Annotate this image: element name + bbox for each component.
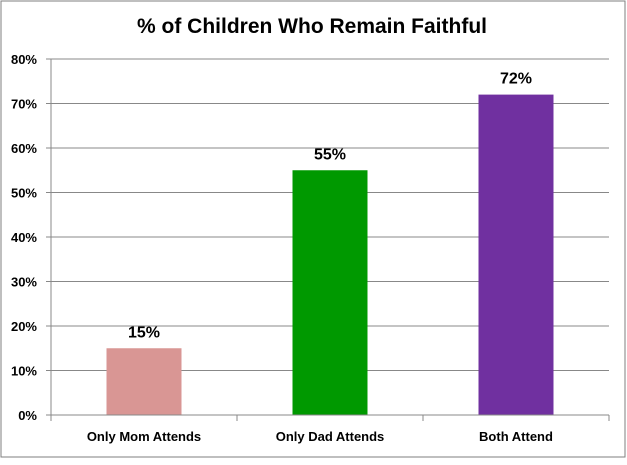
bar <box>478 94 554 415</box>
x-tick-label: Both Attend <box>479 429 553 444</box>
y-tick-label: 50% <box>11 186 37 201</box>
y-axis-tick-labels: 0% 10% 20% 30% 40% 50% 60% 70% 80% <box>11 52 37 423</box>
x-axis-tick-labels: Only Mom Attends Only Dad Attends Both Att… <box>87 429 553 444</box>
bar <box>292 170 368 415</box>
y-tick-label: 0% <box>18 408 37 423</box>
data-labels: 15% 55% 72% <box>128 71 532 342</box>
bar <box>106 348 182 415</box>
data-label: 72% <box>500 71 532 88</box>
data-label: 55% <box>314 146 346 163</box>
y-tick-label: 40% <box>11 230 37 245</box>
y-tick-label: 10% <box>11 364 37 379</box>
y-tick-label: 20% <box>11 319 37 334</box>
axes <box>46 58 610 421</box>
y-tick-label: 30% <box>11 275 37 290</box>
y-tick-label: 70% <box>11 97 37 112</box>
chart-title: % of Children Who Remain Faithful <box>137 15 487 38</box>
data-label: 15% <box>128 324 160 341</box>
x-tick-label: Only Dad Attends <box>276 429 385 444</box>
y-tick-label: 80% <box>11 52 37 67</box>
bars <box>106 94 554 415</box>
x-tick-label: Only Mom Attends <box>87 429 201 444</box>
y-tick-label: 60% <box>11 141 37 156</box>
